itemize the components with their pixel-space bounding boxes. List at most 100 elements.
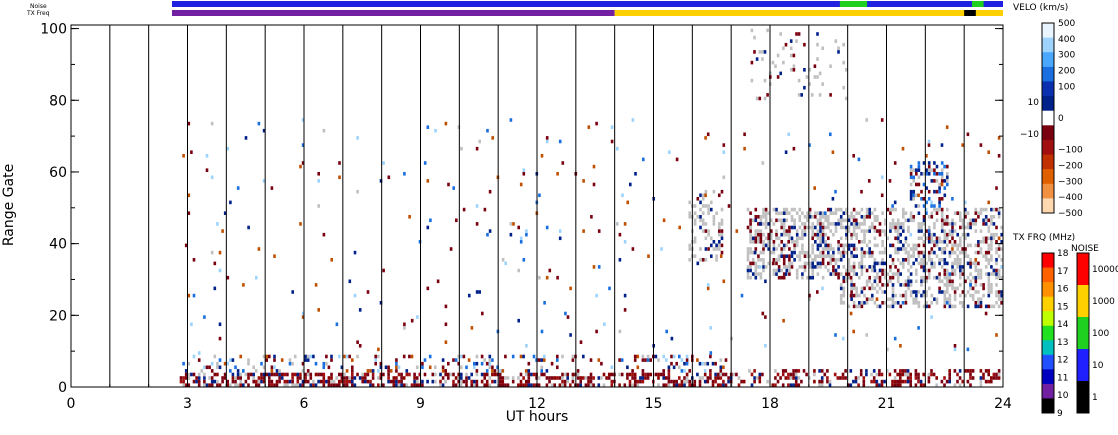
scatter-cell	[964, 232, 967, 237]
scatter-cell	[902, 229, 905, 233]
scatter-cell	[597, 358, 601, 362]
scatter-cell	[927, 143, 931, 147]
scatter-cell	[754, 236, 758, 241]
scatter-cell	[811, 258, 814, 262]
scatter-cell	[922, 304, 926, 309]
scatter-cell	[754, 268, 758, 273]
scatter-cell	[749, 218, 752, 223]
scatter-cell	[693, 204, 697, 208]
scatter-cell	[525, 344, 528, 348]
scatter-cell	[491, 358, 494, 362]
scatter-cell	[743, 146, 746, 151]
scatter-cell	[703, 379, 707, 384]
x-axis-label: UT hours	[506, 409, 569, 425]
scatter-cell	[707, 207, 710, 212]
scatter-cell	[709, 351, 713, 355]
scatter-cell	[922, 232, 926, 237]
scatter-cell	[498, 376, 502, 380]
scatter-cell	[221, 379, 224, 384]
scatter-cell	[519, 240, 523, 244]
scatter-cell	[811, 229, 814, 233]
scatter-cell	[247, 358, 250, 362]
scatter-cell	[922, 258, 926, 262]
scatter-cell	[715, 243, 718, 248]
scatter-cell	[966, 211, 970, 215]
scatter-cell	[338, 354, 341, 359]
scatter-cell	[247, 225, 250, 230]
scatter-cell	[444, 121, 448, 126]
scatter-cell	[787, 383, 790, 387]
scatter-cell	[616, 146, 619, 151]
scatter-cell	[935, 189, 939, 194]
noise-colorbar-frame	[1076, 252, 1090, 414]
scatter-cell	[894, 265, 897, 269]
scatter-cell	[410, 318, 414, 323]
scatter-cell	[387, 369, 390, 373]
scatter-cell	[868, 179, 871, 183]
scatter-cell	[845, 229, 848, 233]
scatter-cell	[483, 372, 486, 377]
scatter-cell	[964, 254, 967, 258]
scatter-cell	[987, 225, 991, 230]
scatter-cell	[927, 376, 931, 380]
scatter-cell	[964, 236, 967, 241]
scatter-cell	[626, 200, 629, 205]
scatter-cell	[873, 265, 876, 269]
scatter-cell	[816, 57, 819, 61]
scatter-cell	[987, 372, 990, 377]
scatter-cell	[927, 215, 931, 219]
scatter-cell	[893, 161, 897, 165]
scatter-cell	[930, 247, 934, 251]
scatter-cell	[782, 261, 786, 266]
scatter-cell	[933, 261, 936, 266]
scatter-cell	[819, 243, 822, 248]
scatter-cell	[532, 383, 536, 387]
scatter-cell	[216, 379, 219, 384]
scatter-cell	[379, 383, 383, 387]
scatter-cell	[221, 376, 224, 380]
scatter-cell	[719, 369, 723, 373]
scatter-cell	[951, 250, 954, 255]
scatter-cell	[917, 376, 920, 380]
scatter-cell	[987, 229, 991, 233]
scatter-cell	[821, 240, 825, 244]
scatter-cell	[701, 361, 704, 366]
scatter-cell	[850, 279, 853, 284]
scatter-cell	[416, 315, 419, 319]
scatter-cell	[415, 383, 419, 387]
scatter-cell	[475, 383, 479, 387]
txfreq-colorbar-label: 13	[1057, 338, 1068, 348]
scatter-cell	[699, 218, 702, 223]
scatter-cell	[532, 372, 536, 377]
scatter-cell	[205, 365, 209, 370]
scatter-cell	[757, 272, 760, 276]
velocity-colorbar-swatch	[1042, 125, 1054, 141]
scatter-cell	[569, 383, 572, 387]
scatter-cell	[203, 315, 206, 319]
scatter-cell	[749, 222, 752, 226]
scatter-cell	[190, 322, 193, 327]
scatter-cell	[930, 240, 934, 244]
scatter-cell	[724, 358, 728, 362]
scatter-cell	[537, 376, 541, 380]
scatter-cell	[922, 222, 926, 226]
scatter-cell	[902, 258, 905, 262]
scatter-cell	[850, 268, 853, 273]
scatter-cell	[828, 379, 832, 384]
scatter-cell	[698, 361, 702, 366]
scatter-cell	[915, 268, 918, 273]
scatter-cell	[819, 250, 822, 255]
scatter-cell	[997, 215, 1001, 219]
scatter-cell	[883, 222, 887, 226]
scatter-cell	[891, 283, 895, 287]
scatter-cell	[868, 250, 871, 255]
scatter-cell	[907, 268, 910, 273]
scatter-cell	[631, 369, 634, 373]
scatter-cell	[654, 372, 658, 377]
scatter-cell	[623, 293, 627, 298]
scatter-cell	[940, 229, 944, 233]
scatter-cell	[821, 236, 825, 241]
y-tick-label: 80	[49, 93, 67, 109]
scatter-cell	[850, 297, 853, 301]
scatter-cell	[208, 376, 211, 380]
